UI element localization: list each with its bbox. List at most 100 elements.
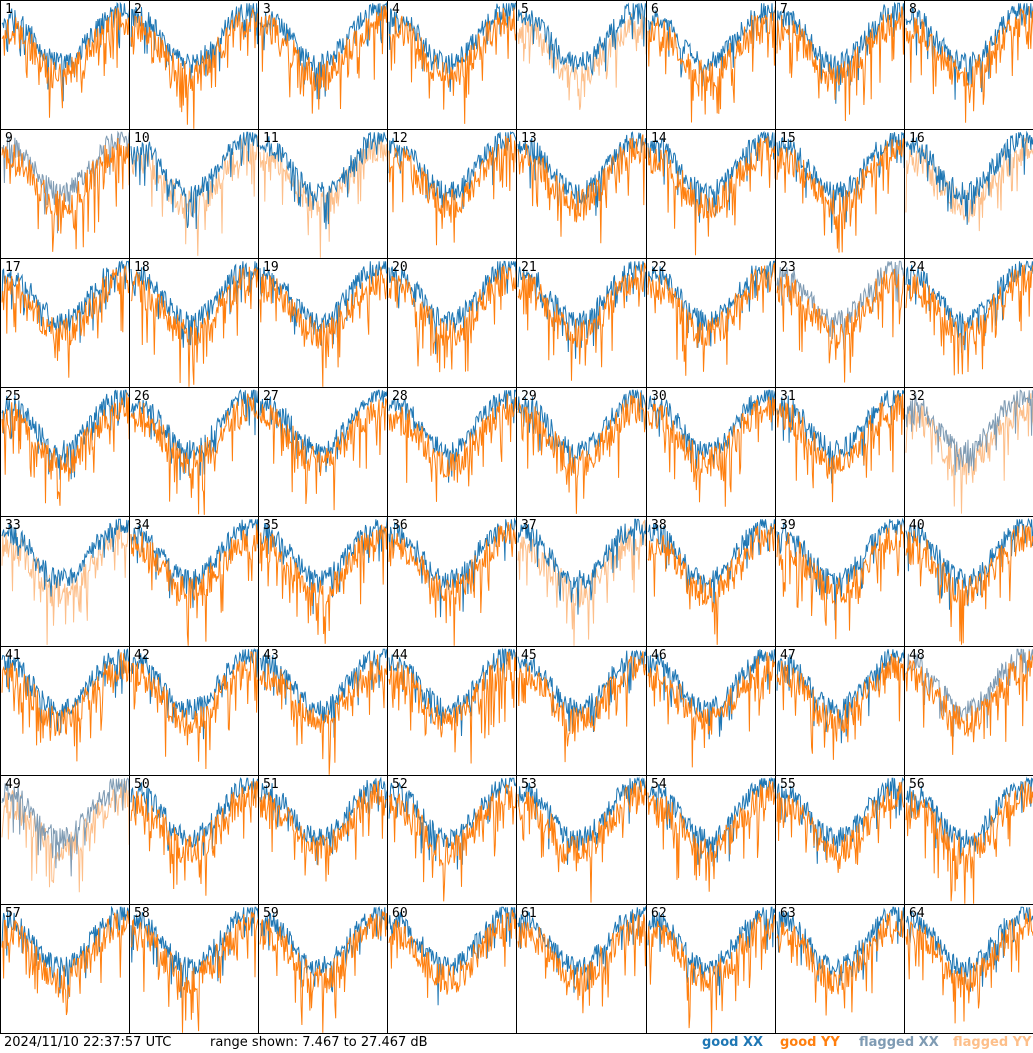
panel-label: 59 — [263, 906, 279, 921]
spectrum-plot — [1, 777, 129, 893]
series-yy — [259, 780, 387, 882]
spectrum-panel: 6 — [646, 0, 776, 130]
series-xx — [517, 131, 646, 216]
spectrum-plot — [388, 131, 516, 246]
series-xx — [130, 3, 258, 87]
panel-label: 32 — [909, 389, 925, 404]
panel-label: 62 — [651, 906, 667, 921]
series-yy — [130, 780, 258, 896]
spectrum-plot — [776, 517, 904, 640]
panel-label: 1 — [5, 2, 13, 17]
panel-label: 46 — [651, 648, 667, 663]
spectrum-panel: 34 — [129, 516, 259, 647]
spectrum-plot — [130, 389, 258, 515]
spectrum-plot — [130, 777, 258, 896]
series-xx — [388, 906, 516, 1006]
spectrum-plot — [517, 905, 646, 1014]
series-yy — [388, 265, 516, 373]
panel-label: 4 — [392, 2, 400, 17]
series-yy — [517, 913, 646, 1014]
series-xx — [1, 518, 129, 597]
spectrum-panel: 62 — [646, 904, 776, 1034]
series-xx — [647, 260, 775, 348]
range-text: range shown: 7.467 to 27.467 dB — [210, 1035, 428, 1050]
footer-bar: 2024/11/10 22:37:57 UTC range shown: 7.4… — [0, 1033, 1033, 1053]
panel-label: 29 — [521, 389, 537, 404]
series-yy — [388, 521, 516, 646]
panel-label: 55 — [780, 777, 796, 792]
panel-label: 30 — [651, 389, 667, 404]
panel-label: 13 — [521, 131, 537, 146]
spectrum-plot — [388, 777, 516, 902]
series-yy — [388, 783, 516, 902]
spectrum-panel: 57 — [0, 904, 130, 1034]
legend-flagged-xx: flagged XX — [859, 1035, 939, 1050]
spectrum-panel: 18 — [129, 258, 259, 388]
series-yy — [647, 523, 775, 645]
series-yy — [388, 134, 516, 246]
panel-label: 22 — [651, 260, 667, 275]
spectrum-panel: 19 — [258, 258, 388, 388]
spectrum-panel: 36 — [387, 516, 517, 647]
series-xx — [130, 261, 258, 348]
panel-label: 60 — [392, 906, 408, 921]
series-xx — [388, 777, 516, 870]
series-yy — [517, 262, 646, 381]
panel-label: 53 — [521, 777, 537, 792]
panel-label: 42 — [134, 648, 150, 663]
series-yy — [130, 911, 258, 1033]
spectrum-plot — [776, 389, 904, 503]
series-xx — [1, 389, 129, 480]
spectrum-plot — [776, 1, 904, 122]
series-xx — [647, 519, 775, 608]
series-yy — [517, 651, 646, 763]
panel-label: 40 — [909, 518, 925, 533]
spectrum-plot — [647, 389, 775, 507]
series-xx — [776, 1, 904, 104]
spectrum-panel: 44 — [387, 646, 517, 776]
panel-label: 3 — [263, 2, 271, 17]
series-xx — [905, 389, 1033, 476]
series-yy — [647, 261, 775, 376]
spectrum-plot — [1, 389, 129, 506]
spectrum-plot — [388, 2, 516, 124]
spectrum-panel: 47 — [775, 646, 905, 776]
series-xx — [130, 131, 258, 230]
series-yy — [647, 6, 775, 123]
spectrum-panel: 64 — [904, 904, 1033, 1034]
spectrum-plot — [517, 649, 646, 763]
spectrum-plot — [130, 519, 258, 646]
spectrum-plot — [1, 259, 129, 378]
spectrum-panel: 53 — [516, 775, 647, 905]
spectrum-plot — [905, 776, 1033, 904]
spectrum-panel: 50 — [129, 775, 259, 905]
spectrum-plot — [776, 776, 904, 873]
spectrum-panel: 60 — [387, 904, 517, 1034]
panel-label: 38 — [651, 518, 667, 533]
series-xx — [1, 777, 129, 877]
panel-label: 56 — [909, 777, 925, 792]
series-yy — [647, 136, 775, 256]
spectrum-panel: 23 — [775, 258, 905, 388]
spectrum-panel: 61 — [516, 904, 647, 1034]
spectrum-plot — [259, 517, 387, 644]
panel-label: 20 — [392, 260, 408, 275]
spectrum-panel: 29 — [516, 387, 647, 517]
spectrum-panel: 35 — [258, 516, 388, 647]
spectrum-panel: 17 — [0, 258, 130, 388]
panel-label: 19 — [263, 260, 279, 275]
series-yy — [517, 519, 646, 646]
spectrum-plot — [1, 648, 129, 762]
series-yy — [905, 264, 1033, 376]
spectrum-plot — [517, 2, 646, 111]
spectrum-panel: 52 — [387, 775, 517, 905]
spectrum-panel: 58 — [129, 904, 259, 1034]
series-yy — [517, 780, 646, 903]
spectrum-panel: 63 — [775, 904, 905, 1034]
series-xx — [776, 260, 904, 350]
series-yy — [130, 393, 258, 515]
series-xx — [259, 517, 387, 615]
panel-label: 31 — [780, 389, 796, 404]
spectrum-panel: 2 — [129, 0, 259, 130]
